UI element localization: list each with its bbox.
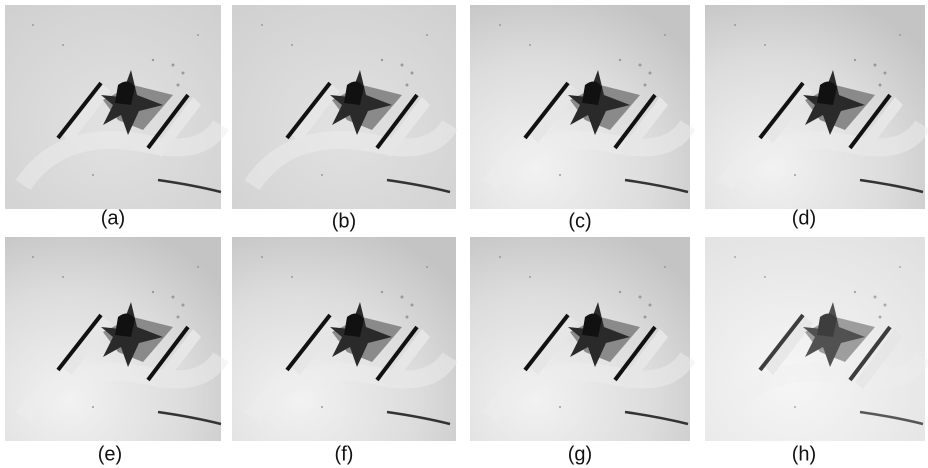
panel-label: (h): [792, 443, 816, 465]
panel-label: (c): [568, 210, 591, 232]
panel: (e): [5, 237, 221, 465]
panel: (f): [232, 237, 456, 465]
panel-label: (a): [101, 207, 125, 229]
figure: (a) (b) (c) (d) (e) (f) (g) (h): [0, 0, 928, 468]
panel-label: (b): [332, 210, 356, 232]
panel: (c): [470, 5, 690, 232]
panel: (a): [5, 5, 221, 229]
panel: (h): [705, 237, 925, 465]
panel-label: (d): [792, 207, 816, 229]
panel: (g): [470, 237, 690, 465]
panel-label: (f): [335, 443, 354, 465]
panel-label: (e): [98, 443, 122, 465]
panel: (d): [705, 5, 925, 229]
panel: (b): [232, 5, 456, 232]
panel-label: (g): [568, 443, 592, 465]
